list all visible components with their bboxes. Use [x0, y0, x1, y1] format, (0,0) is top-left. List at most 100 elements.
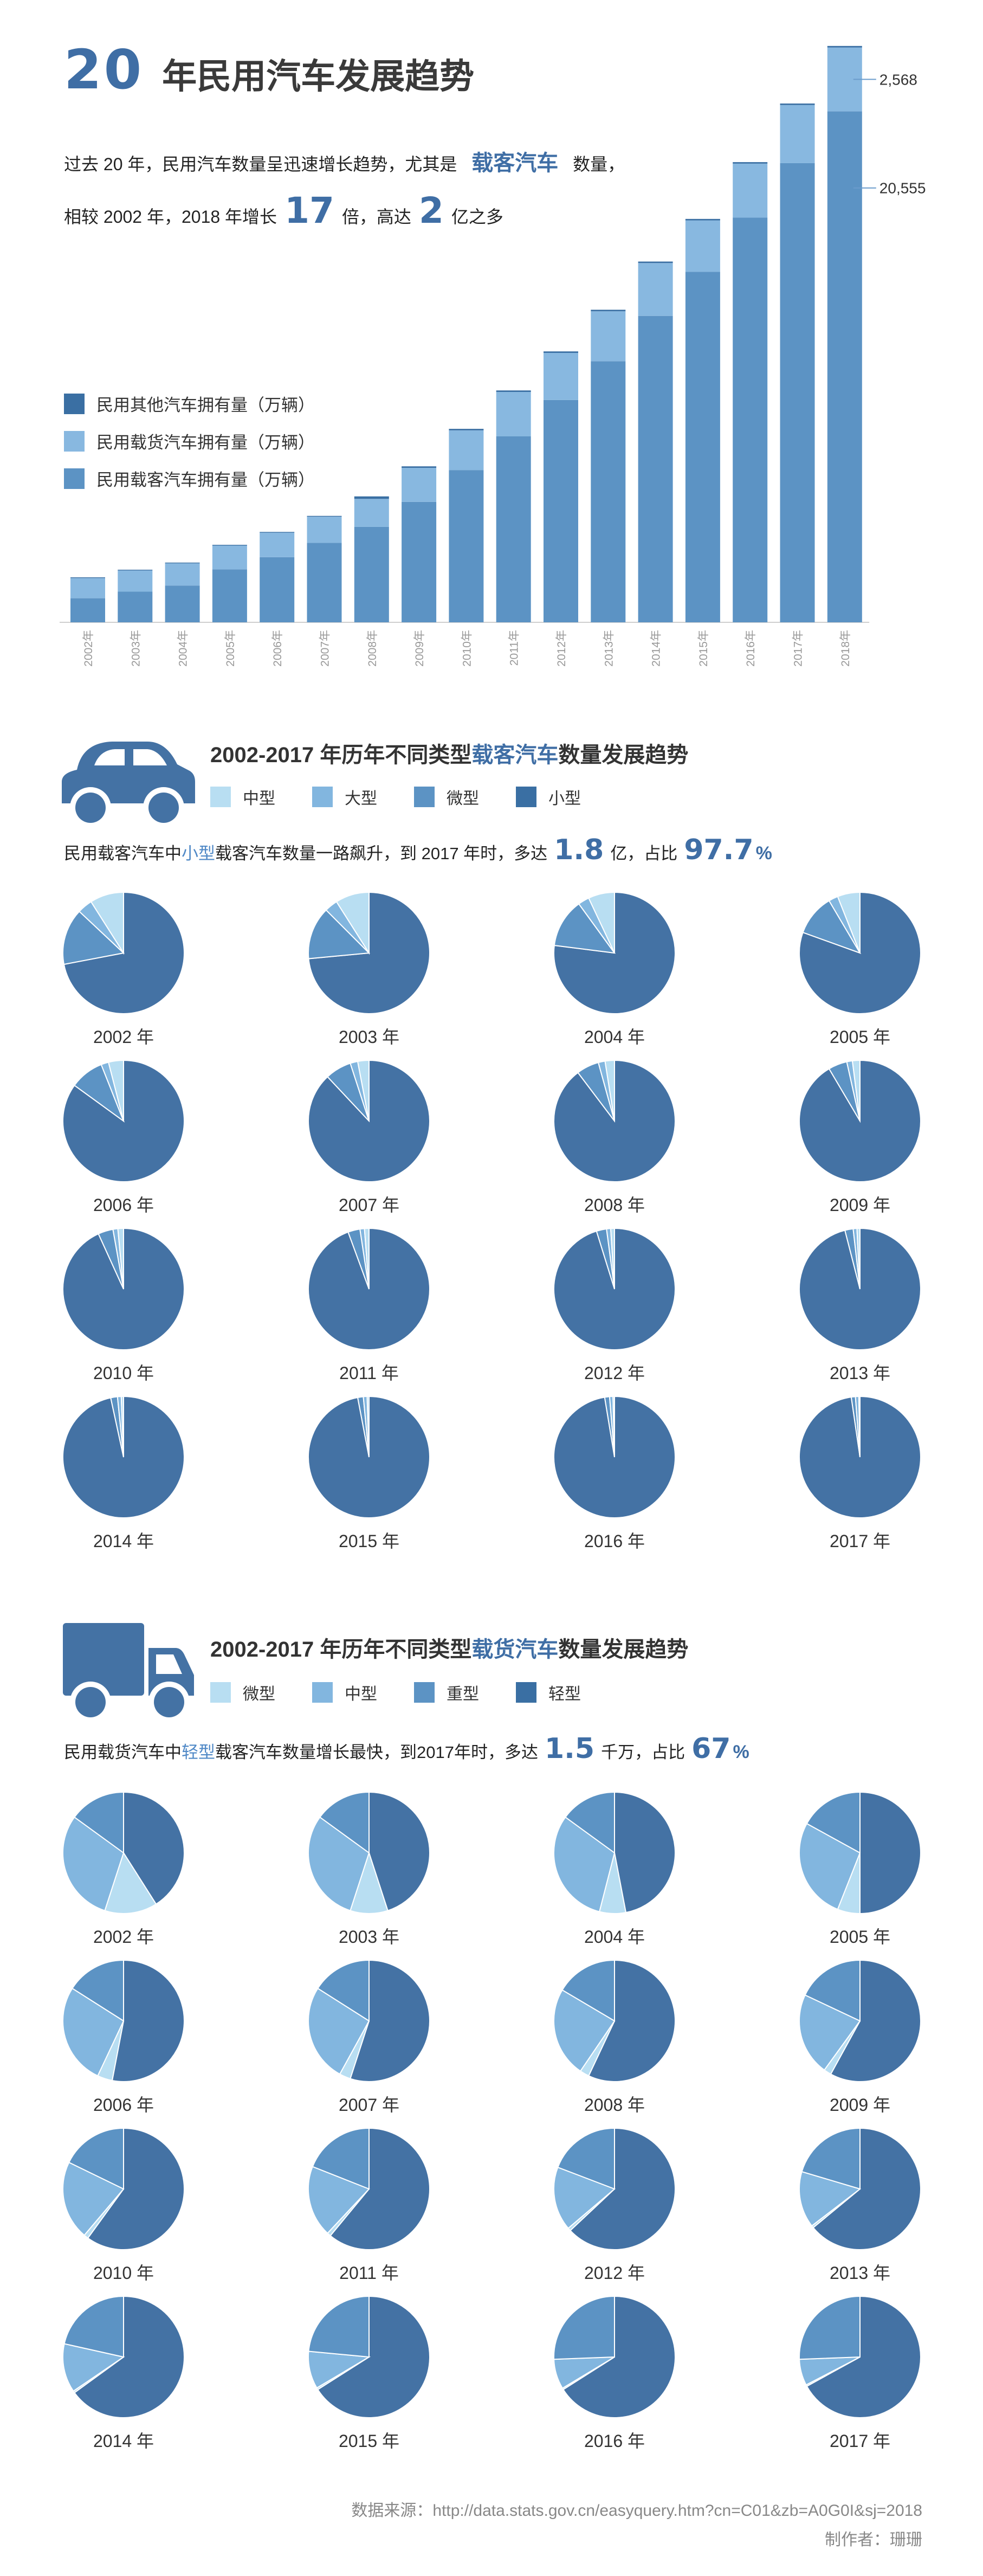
pie-year-label: 2009 年	[830, 1195, 890, 1215]
pie-slice-重型	[804, 1959, 861, 2022]
bar-segment-passenger	[70, 598, 105, 622]
pie-chart	[62, 1959, 185, 2082]
truck-desc-b: 载客汽车数量增长最快，到2017年时，多达	[215, 1743, 538, 1762]
pie-slice-中型	[62, 2343, 125, 2392]
truck-legend-item: 中型	[312, 1680, 377, 1704]
truck-legend-item: 轻型	[516, 1680, 581, 1704]
x-tick-label: 2004年	[177, 630, 190, 667]
pie-slice-微型	[308, 909, 371, 959]
pie-chart	[62, 1059, 185, 1182]
bar-segment-passenger	[591, 361, 626, 622]
truck-desc-highlight: 轻型	[182, 1743, 215, 1762]
stacked-bar-chart: 2002年 2003年 2004年 2005年 2006年 2007年 2008年 2009年…	[60, 46, 926, 667]
pie-slice-中型	[308, 1987, 370, 2075]
pie-slice-重型	[806, 1791, 861, 1854]
bar-segment-passenger	[212, 569, 247, 622]
pie-year-label: 2010 年	[93, 2263, 154, 2283]
pie-slice-中型	[799, 2171, 862, 2227]
pie-slice-中型	[553, 1989, 616, 2072]
annotation-label: 20,555	[879, 180, 926, 197]
passenger-title-a: 2002-2017 年历年不同类型	[210, 743, 472, 767]
bar-segment-other	[685, 218, 720, 221]
pie-slice-微型	[553, 903, 616, 954]
pie-year-label: 2004 年	[584, 1027, 645, 1047]
top-legend-item-truck: 民用载货汽车拥有量（万辆）	[64, 429, 315, 453]
bar-segment-other	[827, 46, 862, 48]
x-tick-label: 2011年	[508, 630, 521, 666]
x-tick-label: 2018年	[839, 630, 852, 667]
legend-label: 大型	[345, 790, 377, 808]
truck-desc-number-2: 67	[691, 1733, 731, 1765]
pie-year-label: 2007 年	[339, 2095, 399, 2115]
pie-year-label: 2009 年	[830, 2095, 890, 2115]
pie-slice-中型	[117, 1227, 124, 1290]
intro-number-17: 17	[284, 190, 334, 231]
bar-segment-other	[402, 466, 437, 468]
pie-slice-中型	[612, 1395, 615, 1458]
pie-slice-中型	[837, 891, 861, 954]
bar-segment-truck	[496, 391, 531, 436]
pie-slice-中型	[856, 1227, 861, 1290]
x-tick-label: 2008年	[366, 630, 379, 667]
bar-segment-passenger	[496, 436, 531, 622]
pie-slice-轻型	[350, 1959, 431, 2082]
x-tick-label: 2013年	[603, 630, 615, 667]
pie-year-label: 2002 年	[93, 1027, 154, 1047]
intro-text-b: 数量，	[573, 154, 625, 174]
x-tick-label: 2017年	[792, 630, 805, 667]
bar-segment-passenger	[402, 501, 437, 622]
pie-slice-中型	[604, 1059, 615, 1122]
passenger-legend: 中型 大型 微型 小型	[210, 785, 618, 809]
bar-segment-other	[354, 496, 389, 499]
pie-chart	[799, 1959, 921, 2082]
x-tick-label: 2012年	[555, 630, 568, 667]
pie-chart	[553, 1959, 676, 2082]
author-credit: 制作者：珊珊	[825, 2531, 922, 2549]
bar-segment-other	[591, 310, 626, 312]
passenger-desc-number-1: 1.8	[554, 834, 604, 866]
passenger-pie-grid: 2002 年 2003 年 2004 年 2005 年 2006 年 2007 年 2008…	[62, 891, 922, 1551]
bar-segment-truck	[307, 517, 342, 543]
intro-text-e: 亿之多	[451, 207, 503, 227]
pie-slice-中型	[62, 2161, 125, 2236]
legend-label: 轻型	[548, 1685, 581, 1703]
truck-section-title: 2002-2017 年历年不同类型载货汽车数量发展趋势	[210, 1632, 688, 1663]
bar-segment-passenger	[827, 111, 862, 622]
pie-slice-中型	[90, 891, 124, 955]
bar-segment-truck	[70, 578, 105, 598]
truck-legend-item: 重型	[414, 1680, 479, 1704]
truck-desc-number-1: 1.5	[544, 1733, 595, 1765]
passenger-desc-a: 民用载客汽车中	[64, 844, 182, 863]
pie-year-label: 2014 年	[93, 1531, 154, 1551]
passenger-title-highlight: 载客汽车	[471, 743, 559, 767]
pie-slice-轻型	[806, 2295, 921, 2418]
pie-chart	[62, 1395, 185, 1518]
bar-segment-other	[638, 261, 673, 263]
pie-slice-中型	[851, 1059, 861, 1122]
pie-chart	[799, 891, 921, 1014]
pie-year-label: 2016 年	[584, 2431, 645, 2451]
pie-slice-重型	[312, 2127, 370, 2190]
pie-slice-中型	[335, 891, 370, 955]
pie-year-label: 2005 年	[830, 1027, 890, 1047]
x-tick-label: 2015年	[697, 630, 710, 667]
legend-label: 民用载货汽车拥有量（万辆）	[96, 433, 315, 452]
pie-year-label: 2006 年	[93, 1195, 154, 1215]
pie-slice-中型	[364, 1227, 370, 1290]
pie-slice-轻型	[562, 2295, 676, 2418]
top-legend-item-other: 民用其他汽车拥有量（万辆）	[64, 391, 315, 416]
page-title: 20 年民用汽车发展趋势	[64, 38, 474, 101]
legend-label: 民用载客汽车拥有量（万辆）	[96, 471, 315, 490]
pie-chart	[553, 2127, 676, 2250]
bar-segment-truck	[780, 105, 815, 163]
pie-slice-中型	[120, 1395, 124, 1458]
legend-swatch	[64, 468, 85, 489]
truck-desc-c: 千万，占比	[601, 1743, 685, 1762]
pie-chart	[308, 2127, 430, 2250]
bar-segment-passenger	[449, 470, 484, 622]
x-tick-label: 2010年	[461, 630, 473, 667]
bar-segment-passenger	[638, 315, 673, 622]
pie-year-label: 2015 年	[339, 1531, 399, 1551]
legend-swatch	[414, 1682, 435, 1703]
bar-segment-truck	[165, 563, 200, 586]
